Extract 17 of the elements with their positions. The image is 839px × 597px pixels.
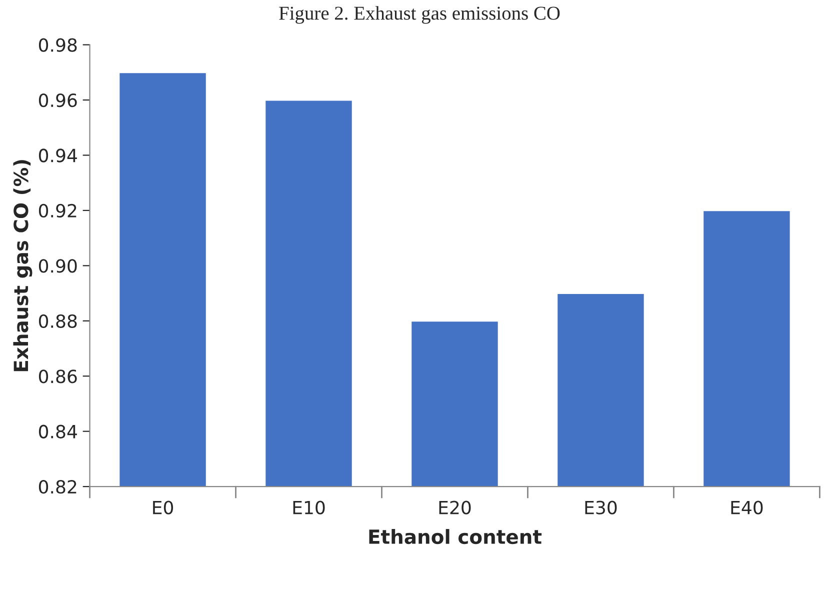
y-axis-title: Exhaust gas CO (%) — [13, 160, 32, 372]
y-tick-label: 0.88 — [38, 314, 77, 328]
x-tick-label: E40 — [731, 500, 763, 514]
y-tick-label: 0.92 — [38, 204, 76, 218]
y-tick-label: 0.96 — [38, 93, 77, 108]
x-axis-title: Ethanol content — [369, 529, 542, 544]
y-tick-label: 0.82 — [38, 480, 76, 494]
chart-title: Figure 2. Exhaust gas emissions CO — [279, 6, 560, 24]
y-tick-label: 0.98 — [38, 38, 77, 52]
x-tick-label: E30 — [585, 500, 617, 514]
x-tick-label: E20 — [439, 500, 471, 514]
x-tick-label: E10 — [293, 500, 325, 514]
x-tick-label: E0 — [153, 500, 174, 514]
y-tick-label: 0.94 — [38, 148, 77, 162]
y-tick-label: 0.90 — [38, 259, 77, 273]
y-tick-label: 0.86 — [38, 370, 77, 384]
y-tick-label: 0.84 — [38, 424, 77, 438]
